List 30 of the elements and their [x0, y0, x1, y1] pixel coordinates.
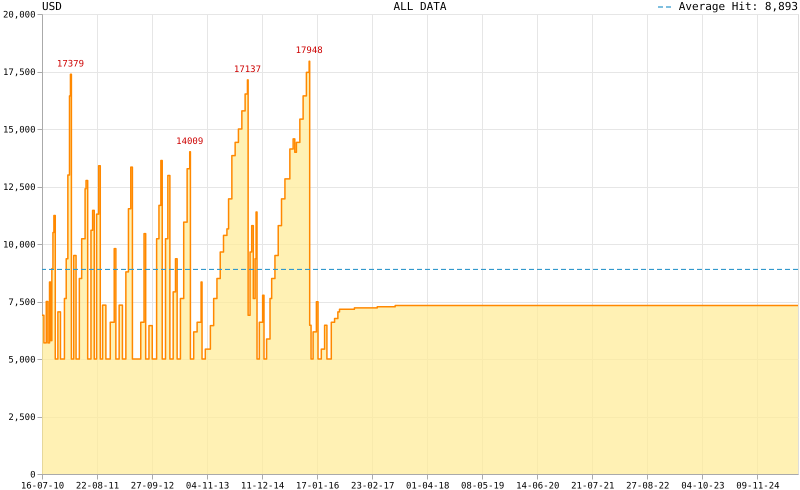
- x-tick-label: 11-12-14: [240, 482, 284, 490]
- x-tick-label: 22-08-11: [76, 482, 120, 490]
- x-tick-label: 16-07-10: [20, 482, 64, 490]
- y-tick-label: 12,500: [2, 183, 36, 193]
- x-tick-label: 04-10-23: [681, 482, 725, 490]
- x-tick-label: 04-11-13: [186, 482, 230, 490]
- y-tick-label: 7,500: [8, 298, 36, 308]
- y-tick-label: 0: [30, 470, 36, 480]
- y-tick-label: 15,000: [2, 126, 36, 136]
- x-tick-label: 27-08-22: [626, 482, 670, 490]
- annotation: 17948: [296, 46, 323, 56]
- x-tick-label: 14-06-20: [516, 482, 560, 490]
- x-tick-label: 23-02-17: [351, 482, 394, 490]
- legend-label: Average Hit: 8,893: [678, 0, 798, 13]
- y-tick-label: 5,000: [8, 356, 36, 366]
- y-tick-label: 17,500: [2, 68, 36, 78]
- x-tick-label: 21-07-21: [571, 482, 614, 490]
- y-tick-label: 10,000: [2, 240, 36, 250]
- x-tick-label: 27-09-12: [130, 482, 174, 490]
- x-tick-label: 08-05-19: [460, 482, 504, 490]
- annotation: 17137: [234, 64, 261, 75]
- x-tick-label: 01-04-18: [406, 482, 450, 490]
- chart-subtitle: ALL DATA: [394, 0, 447, 13]
- annotation: 14009: [176, 136, 204, 147]
- chart-title: USD: [42, 0, 62, 13]
- y-tick-label: 2,500: [8, 413, 36, 423]
- annotation: 17379: [56, 59, 84, 70]
- y-tick-label: 20,000: [2, 10, 36, 20]
- x-tick-label: 17-01-16: [296, 482, 340, 490]
- x-tick-label: 09-11-24: [736, 482, 780, 490]
